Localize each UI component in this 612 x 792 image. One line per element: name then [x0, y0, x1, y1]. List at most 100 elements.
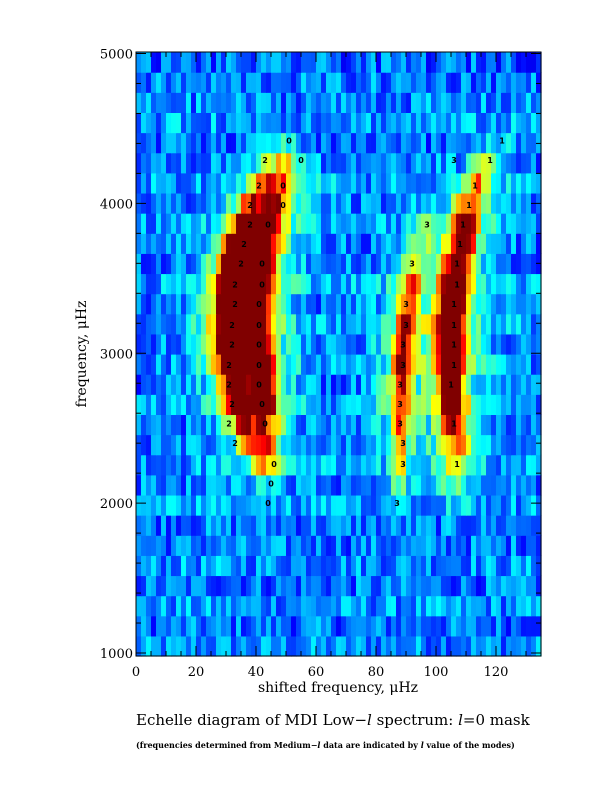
heatmap-cell [376, 293, 382, 315]
heatmap-cell [491, 374, 497, 395]
heatmap-cell [466, 414, 472, 436]
heatmap-cell [486, 192, 492, 214]
heatmap-cell [236, 374, 242, 395]
heatmap-cell [251, 474, 257, 496]
heatmap-cell [286, 454, 292, 476]
heatmap-cell [166, 394, 172, 415]
heatmap-cell [201, 555, 207, 577]
heatmap-cell [371, 333, 377, 355]
heatmap-cell [481, 374, 487, 395]
heatmap-cell [226, 374, 232, 395]
heatmap-cell [381, 535, 387, 556]
heatmap-cell [191, 555, 197, 577]
heatmap-cell [336, 374, 342, 395]
heatmap-cell [491, 535, 497, 556]
heatmap-cell [161, 213, 167, 234]
heatmap-cell [136, 152, 142, 174]
heatmap-cell [166, 434, 172, 456]
heatmap-cell [146, 273, 152, 295]
heatmap-cell [481, 515, 487, 536]
heatmap-cell [421, 474, 427, 496]
heatmap-cell [376, 72, 382, 93]
heatmap-cell [386, 414, 392, 436]
mode-label-l2: 2 [247, 201, 253, 210]
heatmap-cell [451, 273, 457, 295]
heatmap-cell [296, 535, 302, 556]
heatmap-cell [396, 474, 402, 496]
heatmap-cell [491, 333, 497, 355]
heatmap-cell [191, 132, 197, 154]
heatmap-cell [376, 474, 382, 496]
heatmap-cell [501, 595, 507, 617]
heatmap-cell [526, 52, 532, 73]
heatmap-cell [506, 253, 512, 275]
y-tick-label: 3000 [100, 347, 133, 362]
heatmap-cell [381, 273, 387, 295]
heatmap-cell [166, 152, 172, 174]
heatmap-cell [416, 394, 422, 415]
heatmap-cell [156, 575, 162, 597]
heatmap-cell [476, 575, 482, 597]
heatmap-cell [491, 112, 497, 134]
heatmap-cell [166, 595, 172, 617]
heatmap-cell [186, 394, 192, 415]
heatmap-cell [236, 273, 242, 295]
heatmap-cell [351, 52, 357, 73]
heatmap-cell [196, 394, 202, 415]
heatmap-cell [391, 635, 397, 657]
heatmap-cell [461, 575, 467, 597]
heatmap-cell [406, 52, 412, 73]
heatmap-cell [356, 515, 362, 536]
heatmap-cell [186, 132, 192, 154]
heatmap-cell [151, 253, 157, 275]
heatmap-cell [501, 374, 507, 395]
heatmap-cell [186, 92, 192, 113]
heatmap-cell [461, 474, 467, 496]
heatmap-cell [501, 394, 507, 415]
heatmap-cell [256, 132, 262, 154]
heatmap-cell [241, 454, 247, 476]
heatmap-cell [376, 132, 382, 154]
heatmap-cell [406, 233, 412, 254]
heatmap-cell [361, 494, 367, 516]
heatmap-cell [386, 333, 392, 355]
heatmap-cell [501, 414, 507, 436]
heatmap-cell [401, 172, 407, 194]
heatmap-cell [176, 152, 182, 174]
heatmap-cell [151, 414, 157, 436]
heatmap-cell [326, 354, 332, 375]
heatmap-cell [221, 273, 227, 295]
heatmap-cell [306, 555, 312, 577]
heatmap-cell [446, 273, 452, 295]
heatmap-cell [521, 555, 527, 577]
heatmap-cell [526, 253, 532, 275]
heatmap-cell [231, 253, 237, 275]
heatmap-cell [496, 313, 502, 335]
heatmap-cell [341, 333, 347, 355]
heatmap-cell [486, 152, 492, 174]
heatmap-cell [401, 635, 407, 657]
heatmap-cell [271, 454, 277, 476]
heatmap-cell [206, 354, 212, 375]
heatmap-cell [181, 374, 187, 395]
heatmap-cell [406, 112, 412, 134]
heatmap-cell [371, 52, 377, 73]
heatmap-cell [421, 494, 427, 516]
heatmap-cell [421, 414, 427, 436]
heatmap-cell [136, 112, 142, 134]
heatmap-cell [371, 494, 377, 516]
heatmap-cell [396, 333, 402, 355]
heatmap-cell [301, 52, 307, 73]
heatmap-cell [241, 112, 247, 134]
heatmap-cell [381, 515, 387, 536]
heatmap-cell [221, 354, 227, 375]
heatmap-cell [341, 454, 347, 476]
heatmap-cell [211, 233, 217, 254]
heatmap-cell [481, 535, 487, 556]
heatmap-cell [456, 92, 462, 113]
heatmap-cell [521, 575, 527, 597]
heatmap-cell [181, 414, 187, 436]
mode-label-l1: 1 [499, 136, 505, 145]
heatmap-cell [341, 394, 347, 415]
heatmap-cell [231, 92, 237, 113]
